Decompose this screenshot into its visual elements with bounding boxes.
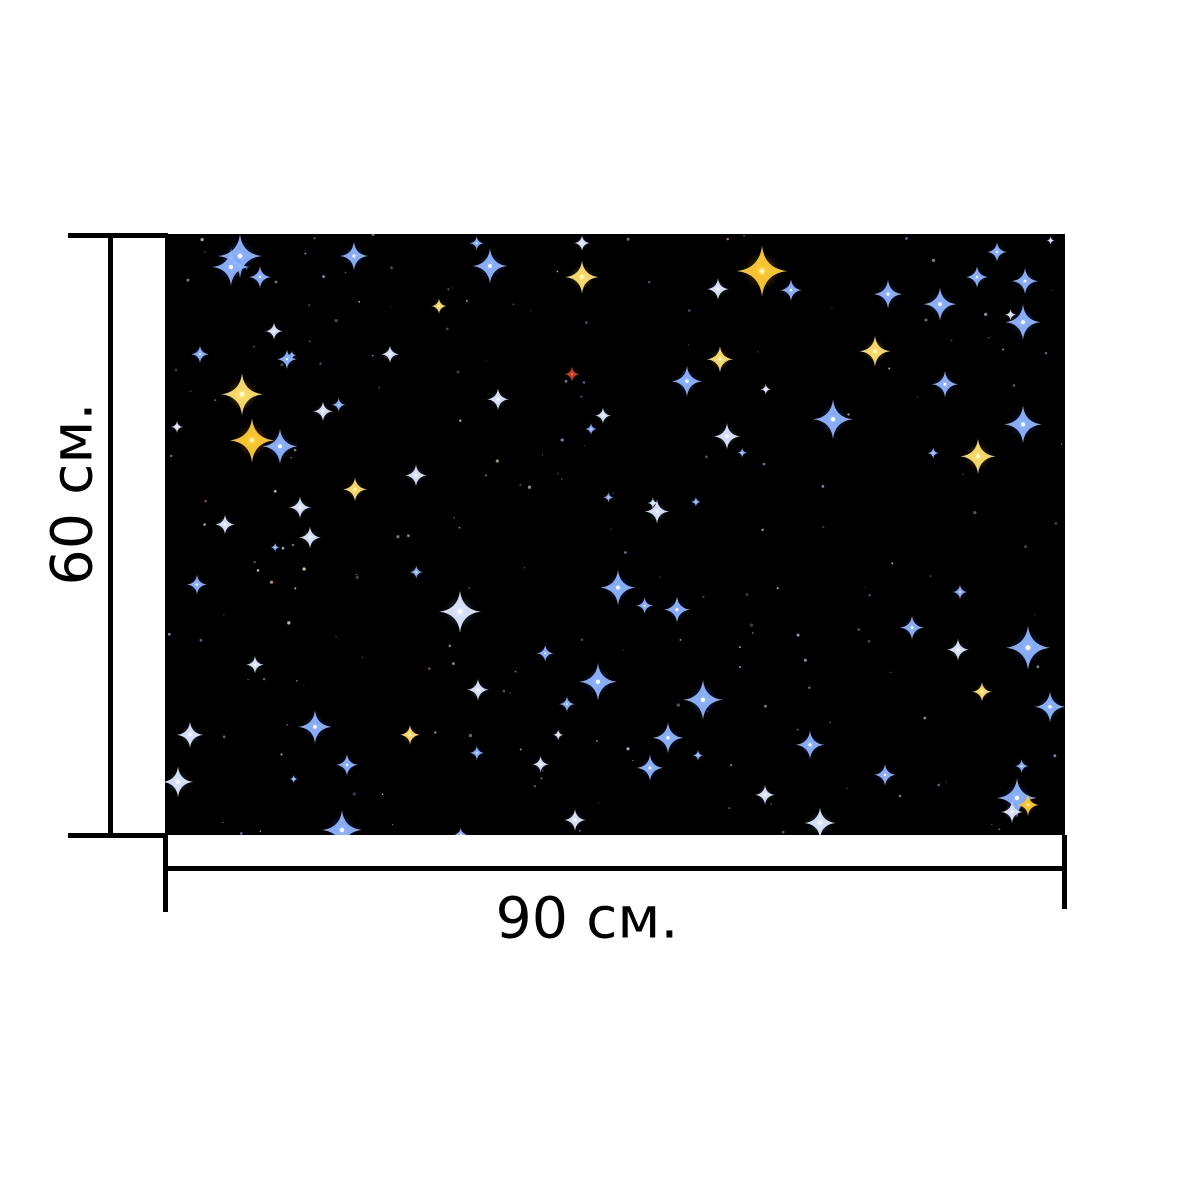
width-dimension-tick-right: [1062, 835, 1067, 909]
width-dimension-line: [163, 866, 1067, 871]
height-dimension-tick-bottom: [68, 833, 168, 838]
height-dimension-label: 60 см.: [39, 402, 106, 586]
width-dimension-tick-left: [163, 835, 168, 912]
starry-sky-panel-image: [165, 234, 1065, 835]
width-dimension-label: 90 см.: [495, 885, 679, 952]
height-dimension-line: [108, 233, 113, 838]
height-dimension-tick-top: [68, 233, 168, 238]
